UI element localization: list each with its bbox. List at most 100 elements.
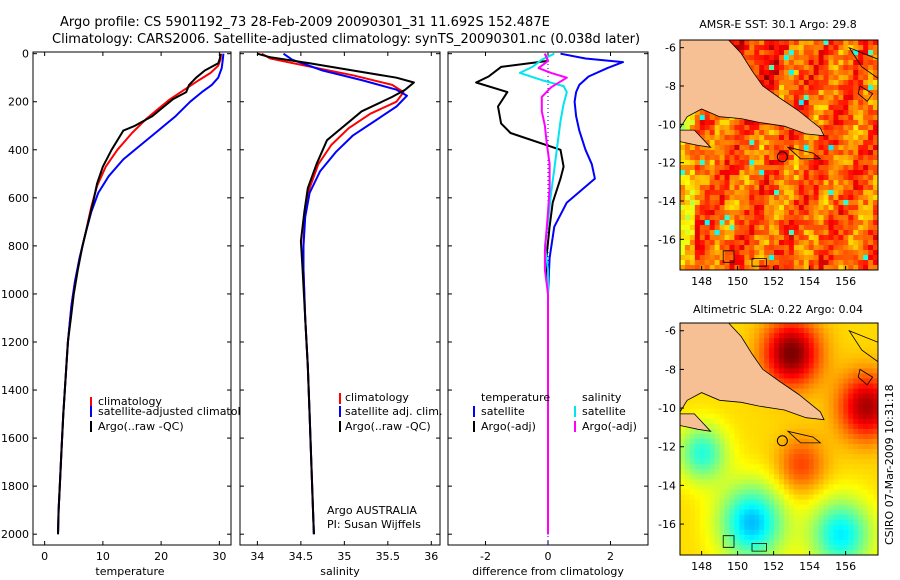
sst-cell: [838, 245, 844, 251]
sst-cell: [873, 115, 878, 121]
legend-salinity-heading: salinity: [582, 391, 622, 404]
sla-cell: [734, 504, 740, 511]
sst-cell: [873, 240, 878, 246]
sst-cell: [833, 195, 839, 201]
sst-cell: [719, 120, 725, 126]
sla-cell: [749, 433, 755, 440]
sst-cell: [759, 230, 765, 236]
sst-cell: [680, 260, 686, 266]
sst-cell: [699, 155, 706, 161]
sla-cell: [808, 459, 815, 465]
x-tick-label: 2: [607, 550, 614, 563]
figure-title-line2: Climatology: CARS2006. Satellite-adjuste…: [52, 32, 640, 47]
sst-cell: [828, 75, 834, 81]
sla-cell: [714, 509, 720, 516]
sla-cell: [823, 418, 829, 425]
sla-cell: [734, 423, 740, 430]
sla-cell: [793, 504, 800, 511]
difference-legend: temperature satellite Argo(-adj) salinit…: [473, 391, 637, 433]
sla-cell: [853, 544, 859, 551]
sla-cell: [719, 398, 725, 405]
sst-cell: [739, 255, 745, 261]
sla-cell: [863, 494, 869, 500]
sla-cell: [779, 433, 785, 440]
sla-cell: [873, 413, 878, 420]
sla-cell: [684, 549, 691, 555]
sst-cell: [689, 195, 696, 201]
sst-cell: [749, 40, 755, 46]
sla-cell: [788, 378, 795, 384]
sst-cell: [714, 165, 720, 171]
sla-cell: [843, 348, 849, 354]
sla-cell: [858, 534, 864, 541]
sst-cell: [704, 245, 711, 251]
sla-cell: [863, 378, 869, 384]
sst-cell: [853, 165, 859, 171]
sla-cell: [803, 338, 810, 344]
sst-cell: [863, 265, 869, 270]
sst-cell: [779, 45, 785, 51]
sst-cell: [709, 240, 716, 246]
sla-cell: [873, 423, 878, 430]
sla-cell: [769, 348, 775, 354]
sst-cell: [853, 50, 859, 56]
sla-cell: [704, 433, 711, 440]
sla-cell: [823, 378, 829, 384]
sla-cell: [779, 323, 785, 329]
sst-cell: [858, 210, 864, 216]
sla-cell: [783, 408, 790, 415]
sst-cell: [818, 90, 824, 96]
sst-cell: [719, 230, 725, 236]
sst-cell: [803, 60, 810, 66]
sst-cell: [873, 40, 878, 46]
sla-cell: [833, 403, 839, 410]
sst-cell: [759, 135, 765, 141]
sla-cell: [848, 423, 854, 430]
sst-cell: [788, 260, 795, 266]
sla-cell: [868, 353, 874, 359]
sla-cell: [838, 499, 844, 505]
sla-cell: [774, 328, 780, 334]
sst-cell: [759, 160, 765, 166]
sla-cell: [749, 418, 755, 425]
sst-cell: [853, 225, 859, 231]
sst-cell: [853, 265, 859, 270]
sla-cell: [729, 474, 735, 480]
sst-cell: [838, 200, 844, 206]
sst-cell: [813, 65, 819, 71]
sst-cell: [853, 160, 859, 166]
sst-cell: [709, 180, 716, 186]
sla-cell: [803, 529, 810, 536]
sst-cell: [838, 75, 844, 81]
sla-cell: [739, 519, 745, 526]
sla-cell: [739, 544, 745, 551]
sst-cell: [709, 155, 716, 161]
sst-cell: [853, 155, 859, 161]
x-tick-label: 30: [212, 550, 226, 563]
sla-cell: [779, 449, 785, 455]
sst-cell: [709, 215, 716, 221]
sst-cell: [818, 65, 824, 71]
sst-cell: [764, 70, 770, 76]
sla-cell: [779, 333, 785, 339]
sst-cell: [783, 180, 790, 186]
sla-cell: [868, 428, 874, 435]
sla-cell: [788, 418, 795, 425]
sst-cell: [843, 180, 849, 186]
sst-cell: [838, 215, 844, 221]
sst-cell: [779, 95, 785, 101]
sst-cell: [774, 70, 780, 76]
sst-cell: [808, 185, 815, 191]
sst-cell: [724, 260, 730, 266]
sst-cell: [863, 240, 869, 246]
sst-cell: [813, 155, 819, 161]
sst-cell: [848, 40, 854, 46]
sst-cell: [818, 230, 824, 236]
sst-cell: [694, 190, 701, 196]
sst-cell: [813, 50, 819, 56]
sst-cell: [868, 165, 874, 171]
sst-cell: [828, 180, 834, 186]
sla-cell: [788, 504, 795, 511]
sla-cell: [764, 489, 770, 495]
sst-cell: [739, 200, 745, 206]
